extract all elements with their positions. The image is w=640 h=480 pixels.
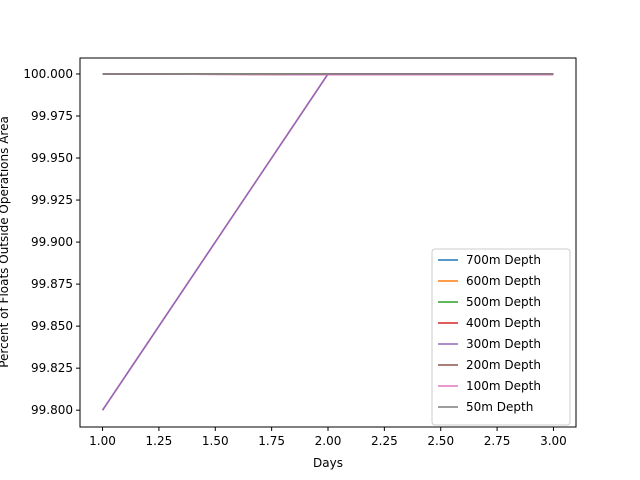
x-tick-label: 1.50 xyxy=(202,434,229,448)
x-tick-label: 2.25 xyxy=(371,434,398,448)
x-tick-label: 1.00 xyxy=(89,434,116,448)
y-tick-label: 100.000 xyxy=(23,67,73,81)
y-tick-label: 99.825 xyxy=(31,361,73,375)
y-tick-label: 99.800 xyxy=(31,403,73,417)
x-tick-label: 1.25 xyxy=(146,434,173,448)
legend-label: 600m Depth xyxy=(466,274,541,288)
y-tick-label: 99.900 xyxy=(31,235,73,249)
series-lines xyxy=(101,73,554,411)
y-tick-label: 99.925 xyxy=(31,193,73,207)
x-tick-label: 3.00 xyxy=(540,434,567,448)
x-tick-label: 1.75 xyxy=(258,434,285,448)
x-tick-label: 2.00 xyxy=(315,434,342,448)
legend: 700m Depth 600m Depth 500m Depth 400m Depth… xyxy=(431,248,571,426)
legend-label: 100m Depth xyxy=(466,379,541,393)
x-axis-label: Days xyxy=(313,456,343,470)
legend-label: 200m Depth xyxy=(466,358,541,372)
y-tick-label: 99.850 xyxy=(31,319,73,333)
legend-label: 400m Depth xyxy=(466,316,541,330)
y-tick-label: 99.875 xyxy=(31,277,73,291)
legend-box xyxy=(431,248,571,426)
x-axis-ticks: 1.00 1.25 1.50 1.75 2.00 2.25 2.50 2.75 3.00 xyxy=(89,427,567,448)
legend-label: 300m Depth xyxy=(466,337,541,351)
legend-label: 500m Depth xyxy=(466,295,541,309)
legend-label: 700m Depth xyxy=(466,253,541,267)
legend-label: 50m Depth xyxy=(466,400,533,414)
x-tick-label: 2.75 xyxy=(484,434,511,448)
y-axis-label: Percent of Floats Outside Operations Are… xyxy=(0,116,11,368)
y-axis-ticks: 99.800 99.825 99.850 99.875 99.900 99.925 99.9… xyxy=(23,67,80,417)
y-tick-label: 99.950 xyxy=(31,151,73,165)
y-tick-label: 99.975 xyxy=(31,109,73,123)
x-tick-label: 2.50 xyxy=(427,434,454,448)
